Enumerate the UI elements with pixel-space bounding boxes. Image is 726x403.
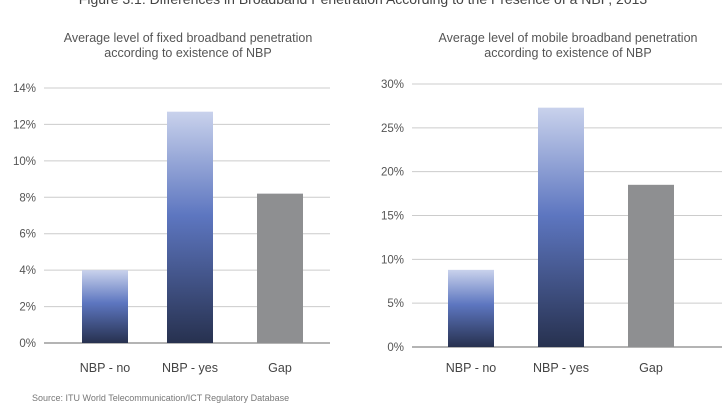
- y-tick-label: 10%: [13, 156, 36, 168]
- y-tick-label: 8%: [19, 192, 36, 204]
- bar-nbp-yes: [167, 111, 213, 343]
- x-category-label: NBP - yes: [162, 361, 218, 375]
- y-tick-label: 15%: [381, 211, 404, 223]
- x-category-label: NBP - no: [80, 361, 131, 375]
- figure-source: Source: ITU World Telecommunication/ICT …: [32, 393, 290, 403]
- y-tick-label: 20%: [381, 167, 404, 179]
- figure-title: Figure 3.1: Differences in Broadband Pen…: [0, 0, 726, 9]
- x-category-label: NBP - yes: [533, 361, 589, 375]
- chart-title-line-2: according to existence of NBP: [484, 46, 651, 60]
- y-tick-label: 14%: [13, 83, 36, 95]
- bar-gap: [257, 193, 303, 343]
- y-tick-label: 4%: [19, 265, 36, 277]
- x-category-label: NBP - no: [446, 361, 497, 375]
- y-tick-label: 12%: [13, 119, 36, 131]
- y-tick-label: 10%: [381, 254, 404, 266]
- y-tick-label: 2%: [19, 302, 36, 314]
- bar-nbp-yes: [538, 107, 584, 347]
- y-tick-label: 5%: [387, 298, 404, 310]
- chart-mobile-broadband: Average level of mobile broadband penetr…: [381, 31, 722, 375]
- chart-title-line-2: according to existence of NBP: [104, 46, 271, 60]
- bar-nbp-no: [82, 270, 128, 343]
- x-category-label: Gap: [268, 361, 292, 375]
- bar-nbp-no: [448, 269, 494, 347]
- y-tick-label: 30%: [381, 79, 404, 91]
- y-tick-label: 25%: [381, 123, 404, 135]
- y-tick-label: 0%: [19, 338, 36, 350]
- x-category-label: Gap: [639, 361, 663, 375]
- chart-title-line-1: Average level of fixed broadband penetra…: [64, 31, 313, 45]
- bar-gap: [628, 184, 674, 347]
- chart-title-line-1: Average level of mobile broadband penetr…: [439, 31, 698, 45]
- y-tick-label: 6%: [19, 229, 36, 241]
- chart-fixed-broadband: Average level of fixed broadband penetra…: [13, 31, 330, 375]
- y-tick-label: 0%: [387, 342, 404, 354]
